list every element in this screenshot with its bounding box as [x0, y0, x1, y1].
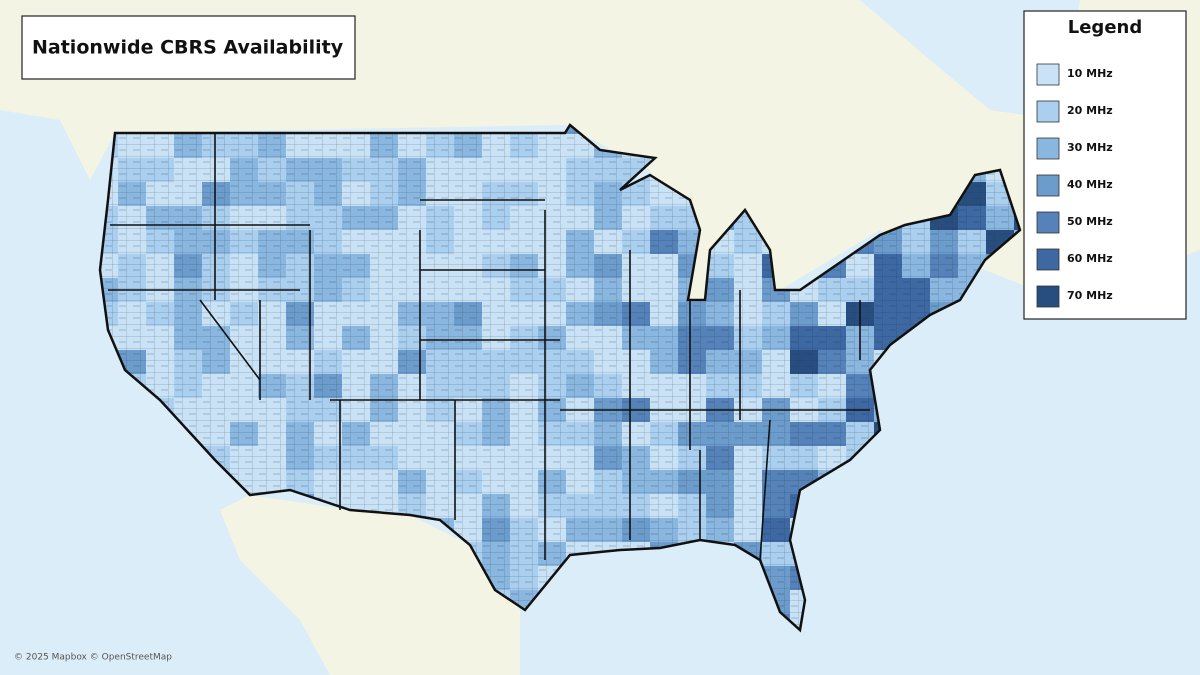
legend-swatch — [1036, 63, 1060, 86]
title-box — [21, 15, 356, 80]
legend-label: 70 MHz — [1067, 289, 1113, 302]
legend-label: 40 MHz — [1067, 178, 1113, 191]
legend-label: 20 MHz — [1067, 104, 1113, 117]
legend-swatch — [1036, 285, 1060, 308]
legend-label: 30 MHz — [1067, 141, 1113, 154]
legend-label: 60 MHz — [1067, 252, 1113, 265]
legend-swatch — [1036, 137, 1060, 160]
legend: 10 MHz 20 MHz 30 MHz 40 MHz 50 MHz 60 MHz 70 M… — [1036, 63, 1113, 308]
legend-label: 50 MHz — [1067, 215, 1113, 228]
map-title: Nationwide CBRS Availability — [32, 37, 344, 59]
legend-box — [1023, 10, 1187, 320]
state-borders — [108, 133, 870, 561]
attribution: © 2025 Mapbox © OpenStreetMap — [14, 653, 172, 663]
legend-swatch — [1036, 211, 1060, 234]
legend-label: 10 MHz — [1067, 67, 1113, 80]
legend-swatch — [1036, 174, 1060, 197]
mexico — [220, 495, 520, 675]
legend-title: Legend — [1068, 17, 1142, 38]
legend-swatch — [1036, 100, 1060, 123]
legend-swatch — [1036, 248, 1060, 271]
